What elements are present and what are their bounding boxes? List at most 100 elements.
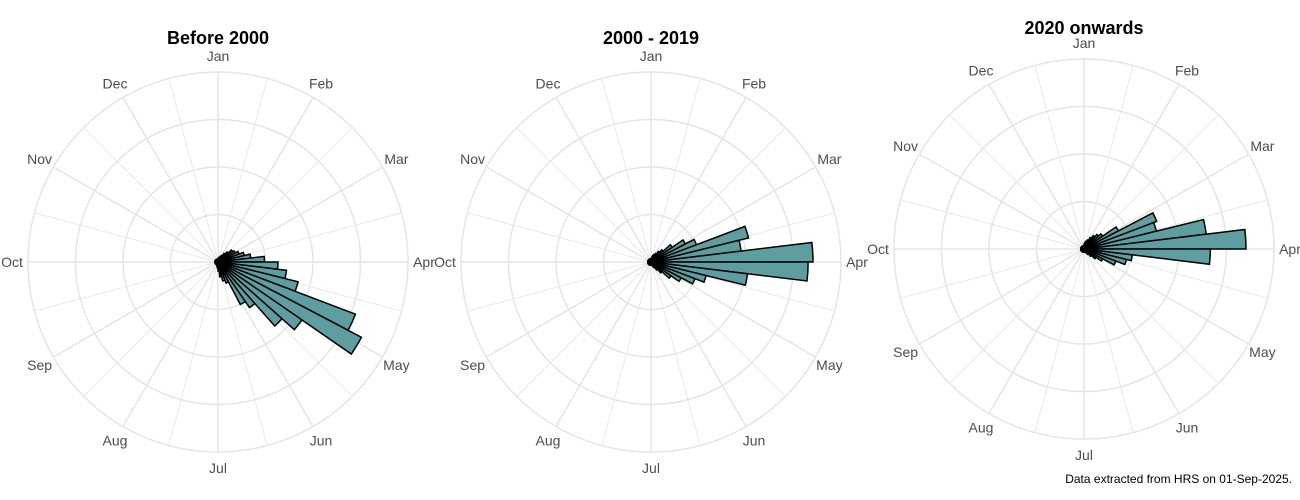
grid-spoke [1083,248,1134,433]
rose-bar-week-13 [1083,228,1247,250]
grid-spoke [83,127,219,263]
grid-spoke [650,261,786,397]
month-label-jun: Jun [310,432,333,448]
grid-spoke [168,78,219,263]
month-label-jul: Jul [642,460,660,476]
grid-spoke [650,127,786,263]
month-label-nov: Nov [460,151,485,167]
grid-spoke [217,97,314,263]
month-label-mar: Mar [1250,138,1274,154]
grid-spoke [516,261,652,397]
month-label-apr: Apr [846,254,868,270]
grid-spoke [900,248,1085,299]
grid-spoke [516,127,652,263]
rose-bar-week-19 [217,261,303,331]
grid-spoke [555,261,652,427]
month-label-nov: Nov [893,138,918,154]
month-label-mar: Mar [384,151,408,167]
month-label-feb: Feb [1175,63,1199,79]
rose-bar-week-20 [217,261,284,328]
month-label-dec: Dec [969,63,994,79]
month-label-jun: Jun [1176,419,1199,435]
grid-spoke [168,261,219,446]
rose-bar-week-10 [1083,211,1158,250]
grid-spoke [919,153,1085,250]
month-label-oct: Oct [867,241,889,257]
month-label-sep: Sep [27,357,52,373]
grid-spoke [83,261,219,397]
month-label-aug: Aug [103,432,128,448]
month-label-jan: Jan [1073,35,1096,51]
grid-spoke [988,84,1085,250]
grid-spoke [34,212,219,263]
chart-title: 2000 - 2019 [603,28,699,48]
grid-spoke [467,212,652,263]
grid-spoke [1034,248,1085,433]
grid-spoke [650,78,701,263]
grid-spoke [949,248,1085,384]
month-label-oct: Oct [434,254,456,270]
grid-spoke [217,78,268,263]
grid-spoke [486,261,652,358]
month-label-apr: Apr [413,254,435,270]
grid-spoke [53,261,219,358]
chart-title: Before 2000 [167,28,269,48]
month-label-feb: Feb [309,76,333,92]
month-label-jun: Jun [743,432,766,448]
month-label-dec: Dec [536,76,561,92]
month-label-oct: Oct [1,254,23,270]
month-label-dec: Dec [103,76,128,92]
grid-spoke [486,166,652,263]
rose-bar-week-11 [650,225,750,263]
month-label-mar: Mar [817,151,841,167]
grid-spoke [988,248,1085,414]
grid-spoke [217,261,268,446]
month-label-feb: Feb [742,76,766,92]
month-label-jul: Jul [1075,447,1093,463]
rose-chart-3: Jan Feb Mar Apr May Jun Jul Aug Sep Oct Nov Dec 2020… [867,18,1300,463]
grid-spoke [650,261,701,446]
grid-spoke [601,261,652,446]
grid-spoke [601,78,652,263]
data-source-caption: Data extracted from HRS on 01-Sep-2025. [1065,472,1292,486]
month-label-jan: Jan [640,48,663,64]
grid-spoke [467,261,652,312]
month-label-sep: Sep [893,344,918,360]
grid-spoke [650,97,747,263]
grid-spoke [949,114,1085,250]
grid-spoke [1083,248,1219,384]
grid-spoke [217,127,353,263]
grid-spoke [34,261,219,312]
grid-spoke [650,261,747,427]
grid-spoke [1083,248,1249,345]
grid-spoke [1083,65,1134,250]
month-label-aug: Aug [969,419,994,435]
month-label-may: May [383,357,409,373]
month-label-nov: Nov [27,151,52,167]
grid-spoke [1034,65,1085,250]
grid-spoke [919,248,1085,345]
rose-chart-1: Jan Feb Mar Apr May Jun Jul Aug Sep Oct Nov Dec Befo… [1,28,435,476]
grid-spoke [53,166,219,263]
rose-bar-week-22 [217,261,247,306]
rose-bar-week-21 [217,261,256,309]
chart-title: 2020 onwards [1024,18,1143,38]
rose-bar-week-18 [217,261,363,356]
grid-spoke [1083,114,1219,250]
month-label-may: May [1249,344,1275,360]
grid-spoke [217,166,383,263]
grid-spoke [555,97,652,263]
month-label-sep: Sep [460,357,485,373]
grid-spoke [1083,248,1180,414]
grid-spoke [122,261,219,427]
month-label-jan: Jan [207,48,230,64]
month-label-aug: Aug [536,432,561,448]
month-label-jul: Jul [209,460,227,476]
month-label-apr: Apr [1279,241,1300,257]
grid-spoke [1083,84,1180,250]
month-label-may: May [816,357,842,373]
rose-bar-week-13 [650,241,814,263]
rose-chart-2: Jan Feb Mar Apr May Jun Jul Aug Sep Oct Nov Dec 2000… [434,28,868,476]
grid-spoke [900,199,1085,250]
